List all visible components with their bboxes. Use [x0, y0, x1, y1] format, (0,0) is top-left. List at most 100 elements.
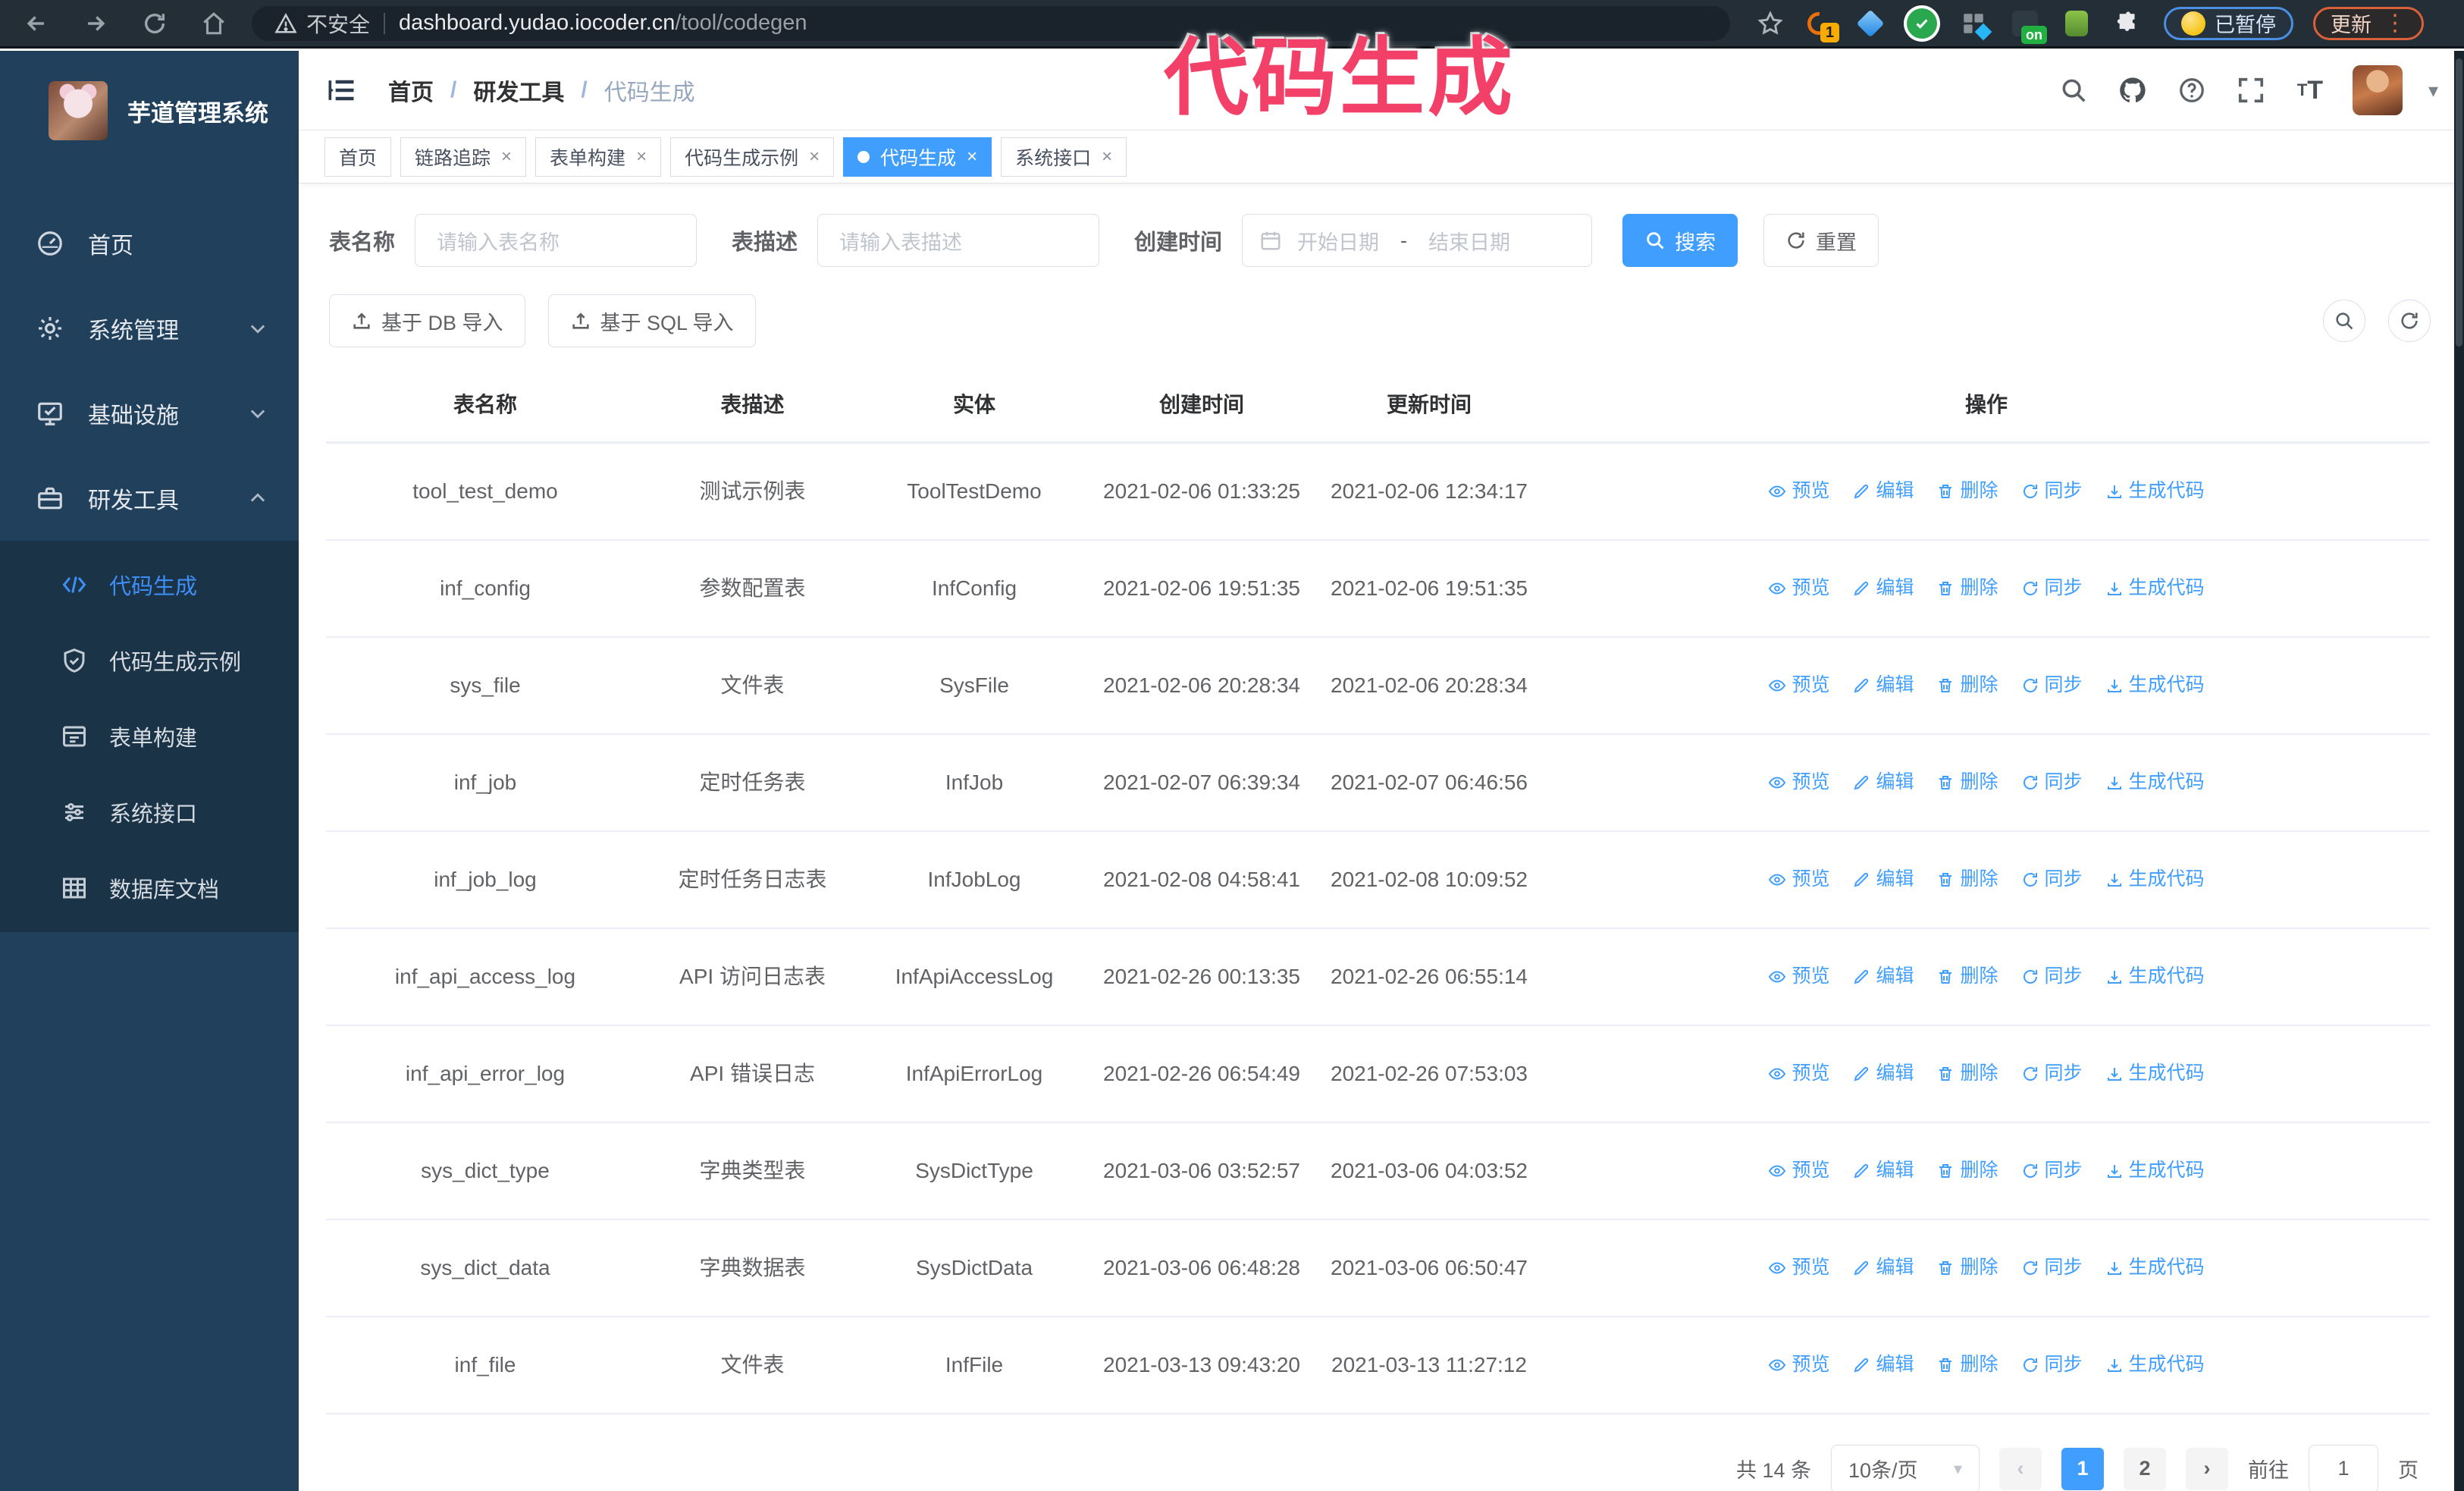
generate-code-link[interactable]: 生成代码 [2105, 1157, 2205, 1185]
edit-link[interactable]: 编辑 [1852, 1059, 1914, 1088]
table-desc-input[interactable]: 请输入表描述 [817, 214, 1100, 267]
generate-code-link[interactable]: 生成代码 [2105, 574, 2205, 602]
bookmark-star-icon[interactable] [1757, 10, 1783, 36]
sync-link[interactable]: 同步 [2021, 477, 2083, 505]
goto-page-input[interactable]: 1 [2309, 1444, 2378, 1491]
app-logo[interactable]: 芋道管理系统 [0, 51, 299, 163]
edit-link[interactable]: 编辑 [1852, 574, 1914, 602]
delete-link[interactable]: 删除 [1936, 962, 1998, 990]
preview-link[interactable]: 预览 [1768, 865, 1829, 893]
preview-link[interactable]: 预览 [1768, 1351, 1829, 1379]
import-sql-button[interactable]: 基于 SQL 导入 [547, 294, 756, 347]
avatar-caret-icon[interactable]: ▾ [2428, 78, 2438, 102]
user-avatar[interactable] [2352, 65, 2403, 115]
sidebar-item-system[interactable]: 系统管理 [0, 286, 299, 371]
preview-link[interactable]: 预览 [1768, 477, 1829, 505]
not-secure-chip[interactable]: 不安全 [274, 8, 370, 39]
extension-icon-orange[interactable]: 1 [1803, 8, 1839, 42]
tag-system-api[interactable]: 系统接口 × [1001, 137, 1127, 177]
close-icon[interactable]: × [967, 146, 978, 167]
menu-dots-icon[interactable]: ⋮ [2384, 10, 2406, 36]
preview-link[interactable]: 预览 [1768, 1254, 1829, 1282]
refresh-table-button[interactable] [2388, 300, 2431, 342]
profile-paused-chip[interactable]: 已暂停 [2164, 6, 2293, 40]
sync-link[interactable]: 同步 [2021, 1157, 2083, 1185]
generate-code-link[interactable]: 生成代码 [2105, 768, 2205, 796]
sync-link[interactable]: 同步 [2021, 962, 2083, 990]
sidebar-item-db-doc[interactable]: 数据库文档 [0, 850, 299, 926]
page-size-select[interactable]: 10条/页 ▾ [1831, 1444, 1980, 1491]
extension-icon-grid[interactable] [1958, 8, 1992, 40]
preview-link[interactable]: 预览 [1768, 574, 1829, 602]
extensions-puzzle-icon[interactable] [2112, 8, 2144, 39]
reset-button[interactable]: 重置 [1763, 214, 1879, 267]
browser-reload-icon[interactable] [140, 8, 170, 39]
next-page-button[interactable]: › [2186, 1447, 2228, 1490]
breadcrumb-home[interactable]: 首页 [388, 80, 434, 105]
browser-back-icon[interactable] [21, 8, 52, 39]
generate-code-link[interactable]: 生成代码 [2105, 865, 2205, 893]
header-search-icon[interactable] [2057, 74, 2090, 107]
delete-link[interactable]: 删除 [1936, 574, 1998, 602]
edit-link[interactable]: 编辑 [1852, 768, 1914, 796]
tag-tracing[interactable]: 链路追踪 × [400, 137, 527, 177]
browser-forward-icon[interactable] [80, 8, 111, 39]
sync-link[interactable]: 同步 [2021, 1254, 2083, 1282]
address-bar[interactable]: 不安全 dashboard.yudao.iocoder.cn/tool/code… [252, 5, 1730, 41]
search-button[interactable]: 搜索 [1622, 214, 1738, 267]
preview-link[interactable]: 预览 [1768, 1157, 1829, 1185]
close-icon[interactable]: × [809, 146, 820, 167]
delete-link[interactable]: 删除 [1936, 1157, 1998, 1185]
import-db-button[interactable]: 基于 DB 导入 [329, 294, 525, 347]
generate-code-link[interactable]: 生成代码 [2105, 1351, 2205, 1379]
toggle-search-button[interactable] [2323, 300, 2365, 342]
edit-link[interactable]: 编辑 [1852, 962, 1914, 990]
delete-link[interactable]: 删除 [1936, 1351, 1998, 1379]
page-2-button[interactable]: 2 [2124, 1447, 2166, 1490]
delete-link[interactable]: 删除 [1936, 477, 1998, 505]
edit-link[interactable]: 编辑 [1852, 1157, 1914, 1185]
table-name-input[interactable]: 请输入表名称 [415, 214, 698, 267]
close-icon[interactable]: × [501, 146, 513, 167]
edit-link[interactable]: 编辑 [1852, 1254, 1914, 1282]
sync-link[interactable]: 同步 [2021, 865, 2083, 893]
preview-link[interactable]: 预览 [1768, 671, 1829, 699]
preview-link[interactable]: 预览 [1768, 962, 1829, 990]
close-icon[interactable]: × [636, 146, 647, 167]
generate-code-link[interactable]: 生成代码 [2105, 477, 2205, 505]
page-1-button[interactable]: 1 [2061, 1447, 2104, 1490]
scrollbar-thumb[interactable] [2456, 58, 2462, 347]
breadcrumb-devtools[interactable]: 研发工具 [473, 80, 565, 105]
edit-link[interactable]: 编辑 [1852, 1351, 1914, 1379]
generate-code-link[interactable]: 生成代码 [2105, 1254, 2205, 1282]
extension-icon-on[interactable]: on [2009, 8, 2047, 44]
generate-code-link[interactable]: 生成代码 [2105, 962, 2205, 990]
sync-link[interactable]: 同步 [2021, 671, 2083, 699]
preview-link[interactable]: 预览 [1768, 1059, 1829, 1088]
edit-link[interactable]: 编辑 [1852, 477, 1914, 505]
edit-link[interactable]: 编辑 [1852, 865, 1914, 893]
sidebar-fold-icon[interactable] [324, 74, 358, 107]
delete-link[interactable]: 删除 [1936, 865, 1998, 893]
sidebar-item-codegen-example[interactable]: 代码生成示例 [0, 623, 299, 698]
help-icon[interactable] [2175, 74, 2209, 107]
extension-icon-check[interactable] [1906, 8, 1938, 39]
delete-link[interactable]: 删除 [1936, 1254, 1998, 1282]
prev-page-button[interactable]: ‹ [1999, 1447, 2042, 1490]
sync-link[interactable]: 同步 [2021, 768, 2083, 796]
sidebar-item-codegen[interactable]: 代码生成 [0, 547, 299, 623]
sidebar-item-devtools[interactable]: 研发工具 [0, 456, 299, 541]
close-icon[interactable]: × [1102, 146, 1113, 167]
sync-link[interactable]: 同步 [2021, 574, 2083, 602]
delete-link[interactable]: 删除 [1936, 1059, 1998, 1088]
extension-icon-green-bot[interactable] [2061, 8, 2093, 39]
sidebar-item-form-builder[interactable]: 表单构建 [0, 698, 299, 774]
preview-link[interactable]: 预览 [1768, 768, 1829, 796]
browser-home-icon[interactable] [199, 8, 229, 39]
tag-codegen-example[interactable]: 代码生成示例 × [670, 137, 835, 177]
sidebar-item-system-api[interactable]: 系统接口 [0, 774, 299, 850]
tag-form-builder[interactable]: 表单构建 × [535, 137, 662, 177]
sync-link[interactable]: 同步 [2021, 1059, 2083, 1088]
date-range-picker[interactable]: 开始日期 - 结束日期 [1242, 214, 1593, 267]
